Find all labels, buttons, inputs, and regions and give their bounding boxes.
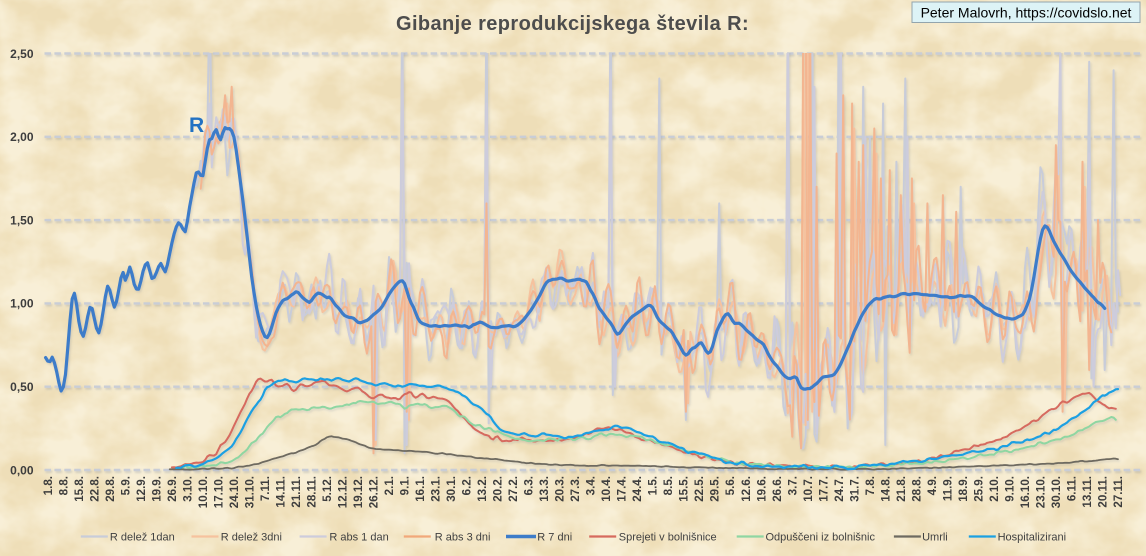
svg-text:24.7.: 24.7. <box>833 476 846 502</box>
svg-text:20.3.: 20.3. <box>554 476 567 502</box>
svg-text:23.10.: 23.10. <box>1034 476 1047 508</box>
svg-text:1.8.: 1.8. <box>42 476 55 495</box>
svg-text:22.8.: 22.8. <box>88 476 101 502</box>
svg-text:Peter Malovrh, https://covidsl: Peter Malovrh, https://covidslo.net <box>921 5 1132 21</box>
svg-text:10.7.: 10.7. <box>802 476 815 502</box>
svg-text:17.7.: 17.7. <box>817 476 830 502</box>
svg-text:31.7.: 31.7. <box>848 476 861 502</box>
svg-text:9.1.: 9.1. <box>399 476 412 495</box>
svg-text:21.8.: 21.8. <box>895 476 908 502</box>
svg-text:28.8.: 28.8. <box>910 476 923 502</box>
svg-text:19.9.: 19.9. <box>150 476 163 502</box>
svg-text:2,00: 2,00 <box>10 130 34 144</box>
svg-text:22.5.: 22.5. <box>693 476 706 502</box>
svg-text:13.3.: 13.3. <box>538 476 551 502</box>
svg-text:17.10.: 17.10. <box>212 476 225 508</box>
svg-text:5.9.: 5.9. <box>119 476 132 495</box>
svg-text:23.1.: 23.1. <box>430 476 443 502</box>
svg-text:20.11.: 20.11. <box>1097 476 1110 508</box>
svg-text:4.9.: 4.9. <box>926 476 939 495</box>
svg-text:1.5.: 1.5. <box>647 476 660 495</box>
svg-text:14.8.: 14.8. <box>879 476 892 502</box>
svg-text:26.12.: 26.12. <box>368 476 381 508</box>
svg-text:26.6.: 26.6. <box>771 476 784 502</box>
svg-text:5.6.: 5.6. <box>724 476 737 495</box>
svg-text:Sprejeti v bolnišnice: Sprejeti v bolnišnice <box>619 532 717 544</box>
svg-text:9.10.: 9.10. <box>1003 476 1016 502</box>
svg-text:27.11.: 27.11. <box>1112 476 1125 508</box>
svg-text:10.10.: 10.10. <box>197 476 210 508</box>
svg-text:15.5.: 15.5. <box>678 476 691 502</box>
svg-text:20.2.: 20.2. <box>492 476 505 502</box>
svg-text:26.9.: 26.9. <box>166 476 179 502</box>
svg-text:8.8.: 8.8. <box>57 476 70 495</box>
svg-text:Gibanje reprodukcijskega števi: Gibanje reprodukcijskega števila R: <box>396 13 749 35</box>
svg-text:0,50: 0,50 <box>10 380 34 394</box>
svg-text:17.4.: 17.4. <box>616 476 629 502</box>
svg-text:16.10.: 16.10. <box>1019 476 1032 508</box>
svg-text:25.9.: 25.9. <box>972 476 985 502</box>
svg-text:R: R <box>189 114 204 137</box>
svg-text:6.3.: 6.3. <box>523 476 536 495</box>
svg-text:R delež 1dan: R delež 1dan <box>110 532 175 544</box>
svg-text:0,00: 0,00 <box>10 463 34 477</box>
svg-text:12.6.: 12.6. <box>740 476 753 502</box>
svg-text:3.4.: 3.4. <box>585 476 598 495</box>
svg-text:27.3.: 27.3. <box>569 476 582 502</box>
svg-text:3.10.: 3.10. <box>181 476 194 502</box>
svg-text:2.1.: 2.1. <box>383 476 396 495</box>
svg-text:19.6.: 19.6. <box>755 476 768 502</box>
svg-text:12.12.: 12.12. <box>337 476 350 508</box>
svg-text:30.1.: 30.1. <box>445 476 458 502</box>
svg-text:28.11.: 28.11. <box>306 476 319 508</box>
svg-text:6.2.: 6.2. <box>461 476 474 495</box>
svg-text:Odpuščeni iz bolnišnic: Odpuščeni iz bolnišnic <box>766 532 876 544</box>
svg-text:24.10.: 24.10. <box>228 476 241 508</box>
svg-text:13.11.: 13.11. <box>1081 476 1094 508</box>
svg-text:Umrli: Umrli <box>922 532 948 544</box>
svg-text:1,00: 1,00 <box>10 297 34 311</box>
svg-text:2.10.: 2.10. <box>988 476 1001 502</box>
svg-text:31.10.: 31.10. <box>243 476 256 508</box>
svg-text:14.11.: 14.11. <box>274 476 287 508</box>
svg-text:3.7.: 3.7. <box>786 476 799 495</box>
svg-text:29.5.: 29.5. <box>709 476 722 502</box>
svg-text:30.10.: 30.10. <box>1050 476 1063 508</box>
svg-text:6.11.: 6.11. <box>1066 476 1079 501</box>
svg-text:1,50: 1,50 <box>10 213 34 227</box>
svg-text:10.4.: 10.4. <box>600 476 613 502</box>
svg-text:R abs 3 dni: R abs 3 dni <box>435 532 491 544</box>
svg-text:24.4.: 24.4. <box>631 476 644 502</box>
svg-text:2,50: 2,50 <box>10 47 34 61</box>
svg-text:29.8.: 29.8. <box>104 476 117 502</box>
svg-text:R abs 1 dan: R abs 1 dan <box>329 532 388 544</box>
svg-text:27.2.: 27.2. <box>507 476 520 502</box>
svg-text:R 7 dni: R 7 dni <box>537 532 572 544</box>
svg-text:18.9.: 18.9. <box>957 476 970 502</box>
svg-text:19.12.: 19.12. <box>352 476 365 508</box>
svg-text:16.1.: 16.1. <box>414 476 427 502</box>
svg-text:Hospitalizirani: Hospitalizirani <box>998 532 1066 544</box>
svg-text:13.2.: 13.2. <box>476 476 489 502</box>
svg-text:7.8.: 7.8. <box>864 476 877 495</box>
svg-text:21.11.: 21.11. <box>290 476 303 508</box>
svg-text:R delež 3dni: R delež 3dni <box>221 532 282 544</box>
svg-text:12.9.: 12.9. <box>135 476 148 502</box>
svg-text:7.11.: 7.11. <box>259 476 272 501</box>
svg-text:11.9.: 11.9. <box>941 476 954 501</box>
svg-text:5.12.: 5.12. <box>321 476 334 502</box>
svg-text:8.5.: 8.5. <box>662 476 675 495</box>
svg-text:15.8.: 15.8. <box>73 476 86 502</box>
